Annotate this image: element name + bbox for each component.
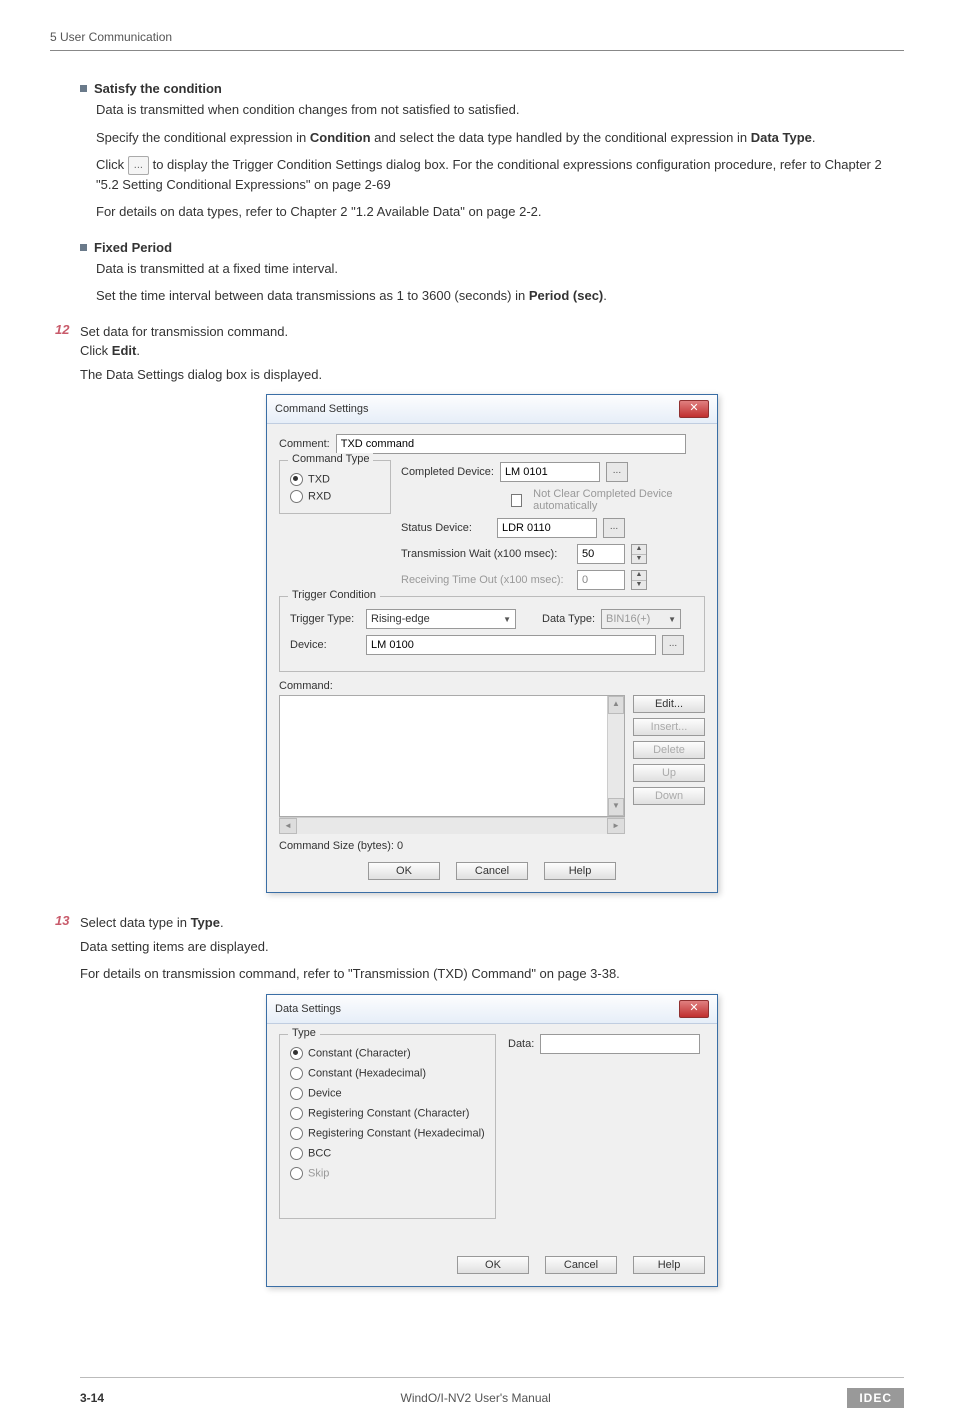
footer-center: WindO/I-NV2 User's Manual <box>401 1391 551 1405</box>
idec-logo: IDEC <box>847 1388 904 1408</box>
radio-const-char[interactable]: Constant (Character) <box>290 1047 485 1060</box>
trigtype-select[interactable]: Rising-edge▼ <box>366 609 516 629</box>
step-12-line2: Click Edit. <box>80 341 288 361</box>
step-12-num: 12 <box>55 322 80 361</box>
step-13-num: 13 <box>55 913 80 933</box>
completed-device-label: Completed Device: <box>401 466 494 478</box>
completed-device-input[interactable] <box>500 462 600 482</box>
status-device-label: Status Device: <box>401 522 491 534</box>
cancel-button[interactable]: Cancel <box>545 1256 617 1274</box>
scroll-up-icon[interactable]: ▲ <box>608 696 624 714</box>
radio-txd[interactable]: TXD <box>290 473 380 486</box>
comment-label: Comment: <box>279 438 330 450</box>
transwait-label: Transmission Wait (x100 msec): <box>401 548 571 560</box>
close-icon[interactable]: ✕ <box>679 400 709 418</box>
data-input[interactable] <box>540 1034 700 1054</box>
section-fixed-title-text: Fixed Period <box>94 240 172 255</box>
bullet-icon <box>80 244 87 251</box>
datatype-select: BIN16(+)▼ <box>601 609 681 629</box>
status-device-input[interactable] <box>497 518 597 538</box>
section-satisfy-title: Satisfy the condition <box>80 81 904 96</box>
edit-button[interactable]: Edit... <box>633 695 705 713</box>
scroll-right-icon[interactable]: ► <box>607 818 625 834</box>
radio-skip[interactable]: Skip <box>290 1167 485 1180</box>
satisfy-line2: Specify the conditional expression in Co… <box>96 128 904 148</box>
delete-button[interactable]: Delete <box>633 741 705 759</box>
radio-const-hex[interactable]: Constant (Hexadecimal) <box>290 1067 485 1080</box>
datatype-label: Data Type: <box>542 613 595 625</box>
recvtimeout-label: Receiving Time Out (x100 msec): <box>401 574 571 586</box>
trig-device-input[interactable] <box>366 635 656 655</box>
radio-reg-char[interactable]: Registering Constant (Character) <box>290 1107 485 1120</box>
section-fixed-title: Fixed Period <box>80 240 904 255</box>
fs-trigger-label: Trigger Condition <box>288 589 380 601</box>
fixed-line1: Data is transmitted at a fixed time inte… <box>96 259 904 279</box>
completed-device-browse[interactable]: ... <box>606 462 628 482</box>
section-satisfy-title-text: Satisfy the condition <box>94 81 222 96</box>
radio-reg-hex[interactable]: Registering Constant (Hexadecimal) <box>290 1127 485 1140</box>
transwait-input[interactable] <box>577 544 625 564</box>
data-settings-title: Data Settings <box>275 1003 341 1015</box>
command-label: Command: <box>279 680 705 692</box>
command-settings-dialog: Command Settings ✕ Comment: Command Type… <box>266 394 718 893</box>
trigtype-label: Trigger Type: <box>290 613 360 625</box>
scroll-down-icon[interactable]: ▼ <box>608 798 624 816</box>
satisfy-line1: Data is transmitted when condition chang… <box>96 100 904 120</box>
trig-device-browse[interactable]: ... <box>662 635 684 655</box>
up-button[interactable]: Up <box>633 764 705 782</box>
fs-cmdtype-label: Command Type <box>288 453 373 465</box>
cmdsize-label: Command Size (bytes): 0 <box>279 840 705 852</box>
bullet-icon <box>80 85 87 92</box>
page-number: 3-14 <box>80 1391 104 1405</box>
step-13-line3: For details on transmission command, ref… <box>80 964 904 984</box>
ok-button[interactable]: OK <box>457 1256 529 1274</box>
step-12-line3: The Data Settings dialog box is displaye… <box>80 365 904 385</box>
command-listbox[interactable]: ▲ ▼ <box>279 695 625 817</box>
insert-button[interactable]: Insert... <box>633 718 705 736</box>
cancel-button[interactable]: Cancel <box>456 862 528 880</box>
step-13-line1: Select data type in Type. <box>80 913 224 933</box>
recvtimeout-input <box>577 570 625 590</box>
header-chapter: 5 User Communication <box>50 30 904 51</box>
data-settings-dialog: Data Settings ✕ Type Constant (Character… <box>266 994 718 1287</box>
command-settings-title: Command Settings <box>275 403 369 415</box>
notclear-checkbox[interactable] <box>511 494 522 507</box>
radio-device[interactable]: Device <box>290 1087 485 1100</box>
recvtimeout-spinner: ▲▼ <box>631 570 647 590</box>
help-button[interactable]: Help <box>633 1256 705 1274</box>
close-icon[interactable]: ✕ <box>679 1000 709 1018</box>
notclear-label: Not Clear Completed Device automatically <box>533 488 705 512</box>
step-12-line1: Set data for transmission command. <box>80 322 288 342</box>
fs-type-label: Type <box>288 1027 320 1039</box>
ok-button[interactable]: OK <box>368 862 440 880</box>
comment-input[interactable] <box>336 434 686 454</box>
radio-rxd[interactable]: RXD <box>290 490 380 503</box>
data-label: Data: <box>508 1038 534 1050</box>
radio-bcc[interactable]: BCC <box>290 1147 485 1160</box>
satisfy-line3: Click ... to display the Trigger Conditi… <box>96 155 904 194</box>
down-button[interactable]: Down <box>633 787 705 805</box>
transwait-spinner[interactable]: ▲▼ <box>631 544 647 564</box>
scroll-left-icon[interactable]: ◄ <box>279 818 297 834</box>
ellipsis-button-inline: ... <box>128 156 149 175</box>
vscrollbar[interactable]: ▲ ▼ <box>607 696 624 816</box>
satisfy-line4: For details on data types, refer to Chap… <box>96 202 904 222</box>
help-button[interactable]: Help <box>544 862 616 880</box>
step-13-line2: Data setting items are displayed. <box>80 937 904 957</box>
status-device-browse[interactable]: ... <box>603 518 625 538</box>
fixed-line2: Set the time interval between data trans… <box>96 286 904 306</box>
trig-device-label: Device: <box>290 639 360 651</box>
hscrollbar[interactable]: ◄ ► <box>279 817 625 834</box>
